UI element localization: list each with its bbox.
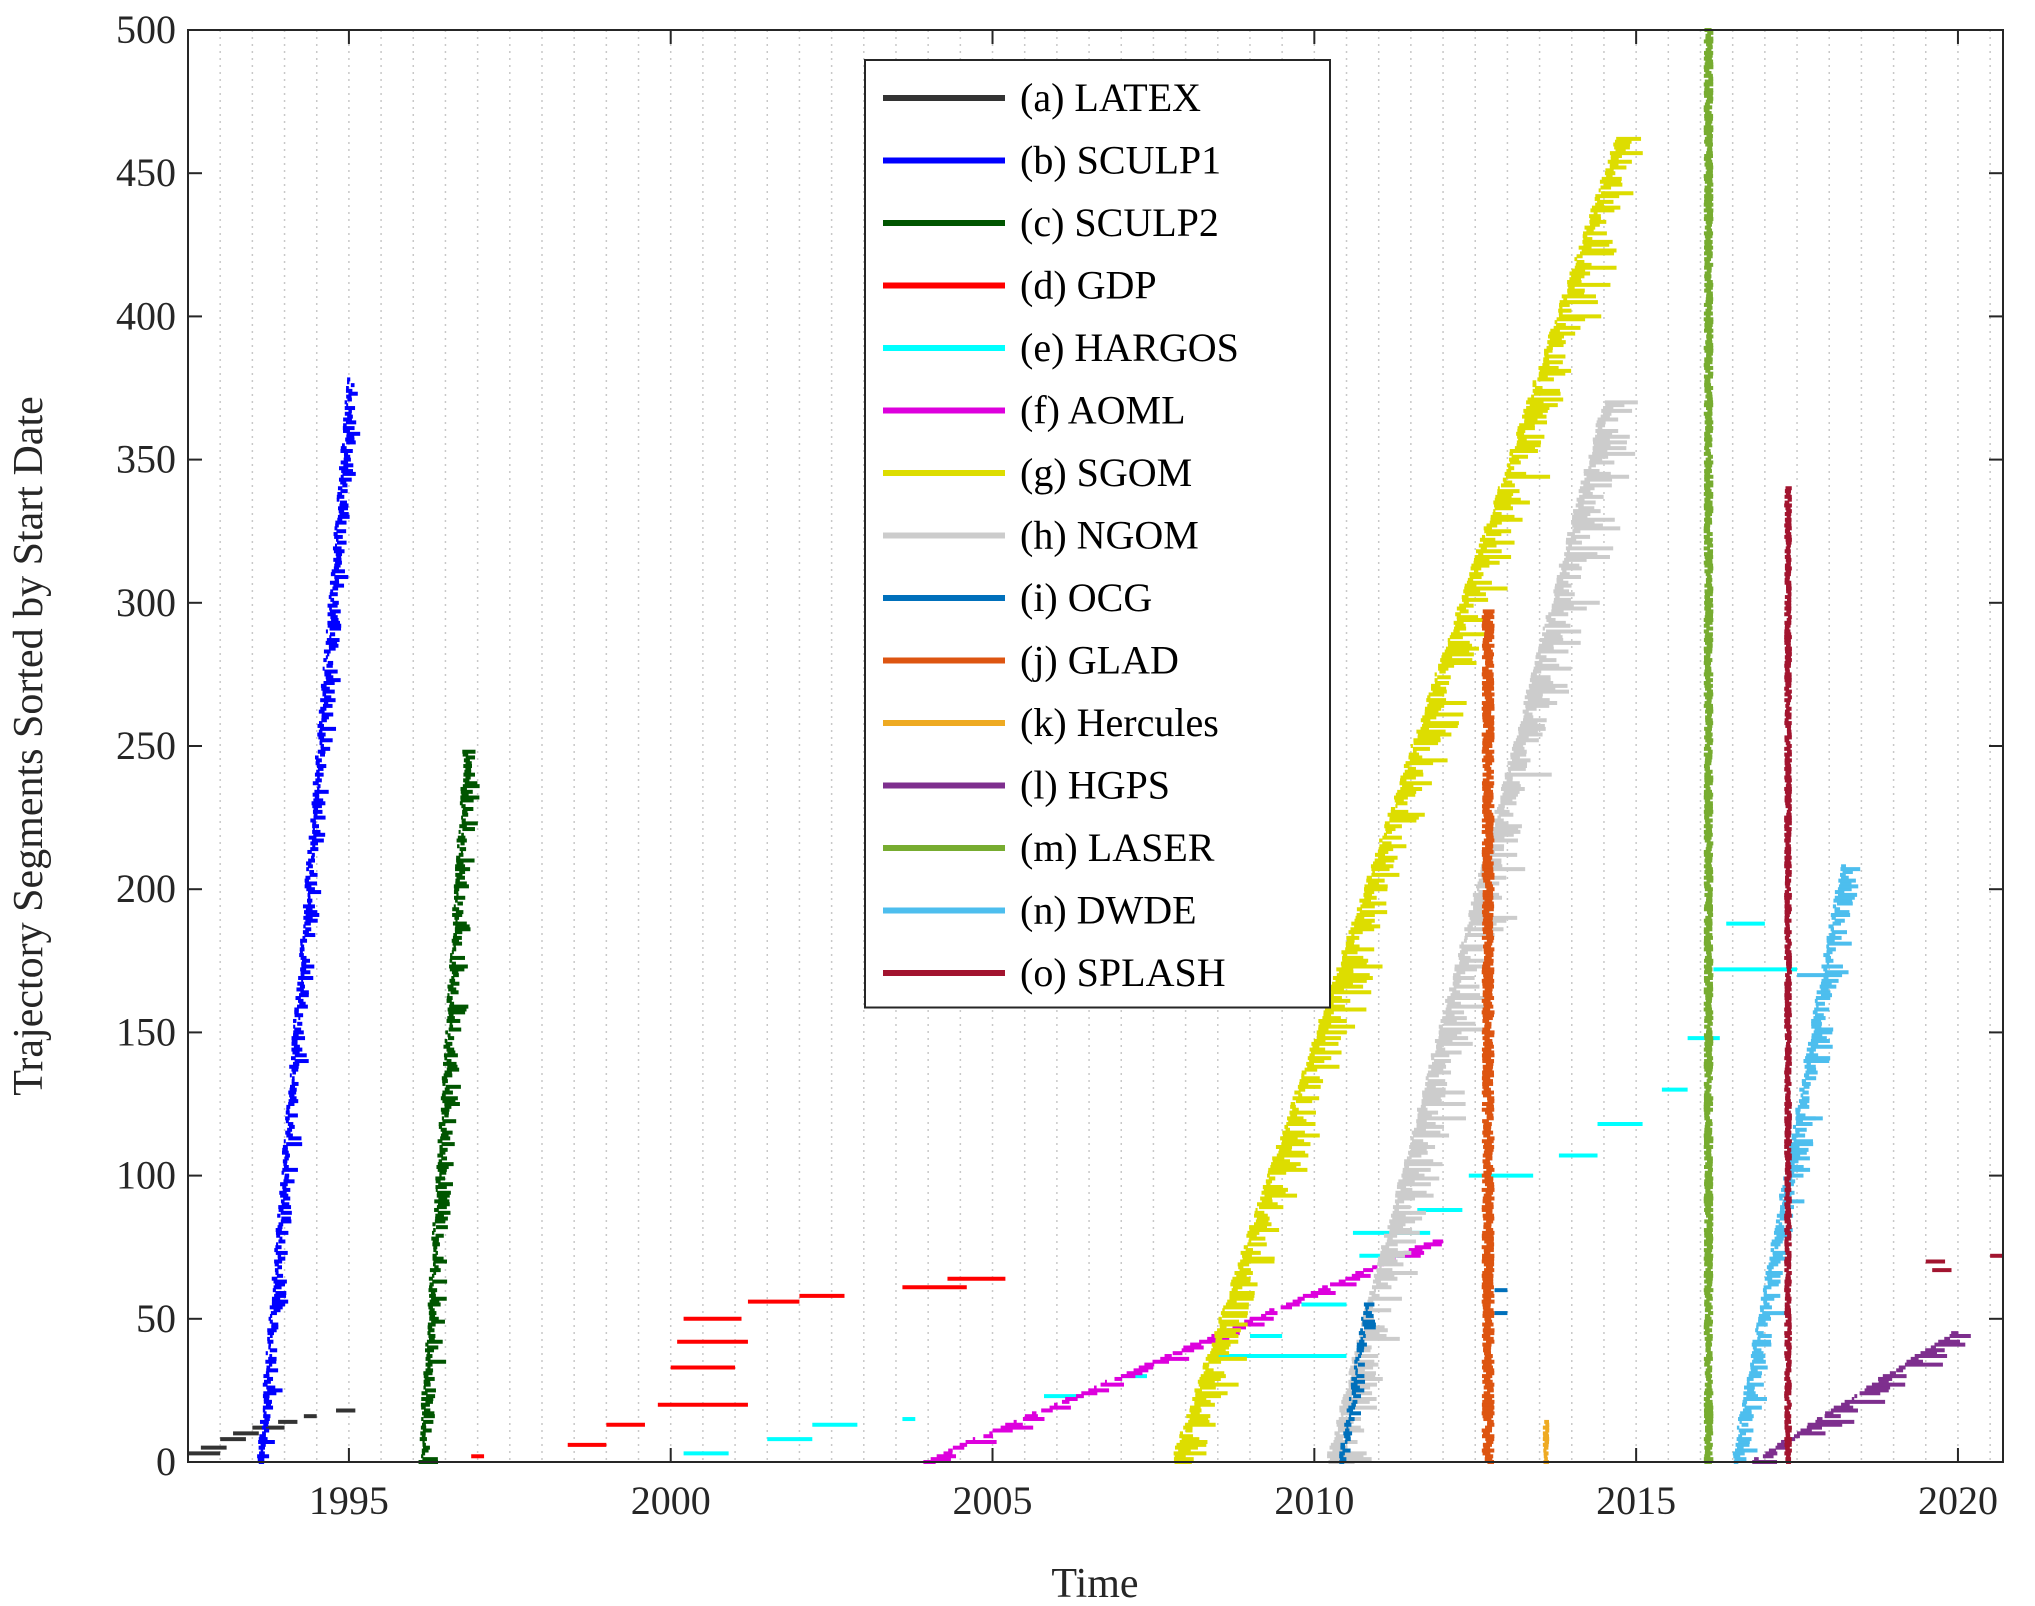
legend-label: (h) NGOM xyxy=(1020,513,1199,558)
legend-label: (d) GDP xyxy=(1020,263,1157,308)
series--c-sculp2 xyxy=(418,749,480,1464)
y-tick-label: 400 xyxy=(116,293,176,338)
x-tick-label: 2000 xyxy=(631,1478,711,1523)
y-tick-label: 200 xyxy=(116,866,176,911)
legend: (a) LATEX (b) SCULP1 (c) SCULP2 (d) GDP (e) … xyxy=(864,59,1331,1009)
legend-label: (c) SCULP2 xyxy=(1020,200,1219,245)
series--k-hercules xyxy=(1542,1419,1550,1464)
y-tick-label: 300 xyxy=(116,580,176,625)
series--l-hgps xyxy=(1752,1331,1971,1464)
legend-label: (i) OCG xyxy=(1020,575,1152,620)
legend-label: (j) GLAD xyxy=(1020,638,1179,683)
series--b-sculp1 xyxy=(257,377,361,1464)
y-tick-label: 150 xyxy=(116,1009,176,1054)
legend-label: (f) AOML xyxy=(1020,388,1186,433)
y-axis-title: Trajectory Segments Sorted by Start Date xyxy=(6,396,52,1096)
plot-area xyxy=(188,28,2003,1464)
y-tick-label: 450 xyxy=(116,150,176,195)
y-tick-label: 100 xyxy=(116,1153,176,1198)
series--f-aoml xyxy=(923,1239,1444,1464)
legend-label: (o) SPLASH xyxy=(1020,950,1226,995)
x-tick-label: 2020 xyxy=(1918,1478,1998,1523)
y-tick-label: 0 xyxy=(156,1439,176,1484)
legend-label: (e) HARGOS xyxy=(1020,325,1239,370)
legend-label: (a) LATEX xyxy=(1020,75,1201,120)
series--j-glad xyxy=(1481,609,1495,1464)
y-tick-label: 500 xyxy=(116,7,176,52)
y-tick-label: 350 xyxy=(116,437,176,482)
ticks: 1995 2000 2005 2010 2015 2020 0 50 100 150 200 250 3… xyxy=(116,7,2003,1523)
legend-label: (g) SGOM xyxy=(1020,450,1192,495)
y-tick-label: 250 xyxy=(116,723,176,768)
series--o-splash xyxy=(1784,486,2003,1464)
series--g-sgom xyxy=(1173,136,1643,1464)
legend-label: (k) Hercules xyxy=(1020,700,1219,745)
series--h-ngom xyxy=(1327,400,1638,1464)
x-tick-label: 2005 xyxy=(953,1478,1033,1523)
legend-label: (b) SCULP1 xyxy=(1020,138,1221,183)
x-axis-title: Time xyxy=(1051,1561,1138,1606)
legend-label: (m) LASER xyxy=(1020,825,1215,870)
series--m-laser xyxy=(1703,28,1714,1464)
legend-label: (l) HGPS xyxy=(1020,763,1170,808)
x-tick-label: 2010 xyxy=(1274,1478,1354,1523)
x-tick-label: 1995 xyxy=(309,1478,389,1523)
series--i-ocg xyxy=(1339,1288,1508,1464)
series--n-dwde xyxy=(1732,864,1861,1464)
legend-label: (n) DWDE xyxy=(1020,888,1197,933)
x-tick-label: 2015 xyxy=(1596,1478,1676,1523)
y-tick-label: 50 xyxy=(136,1296,176,1341)
